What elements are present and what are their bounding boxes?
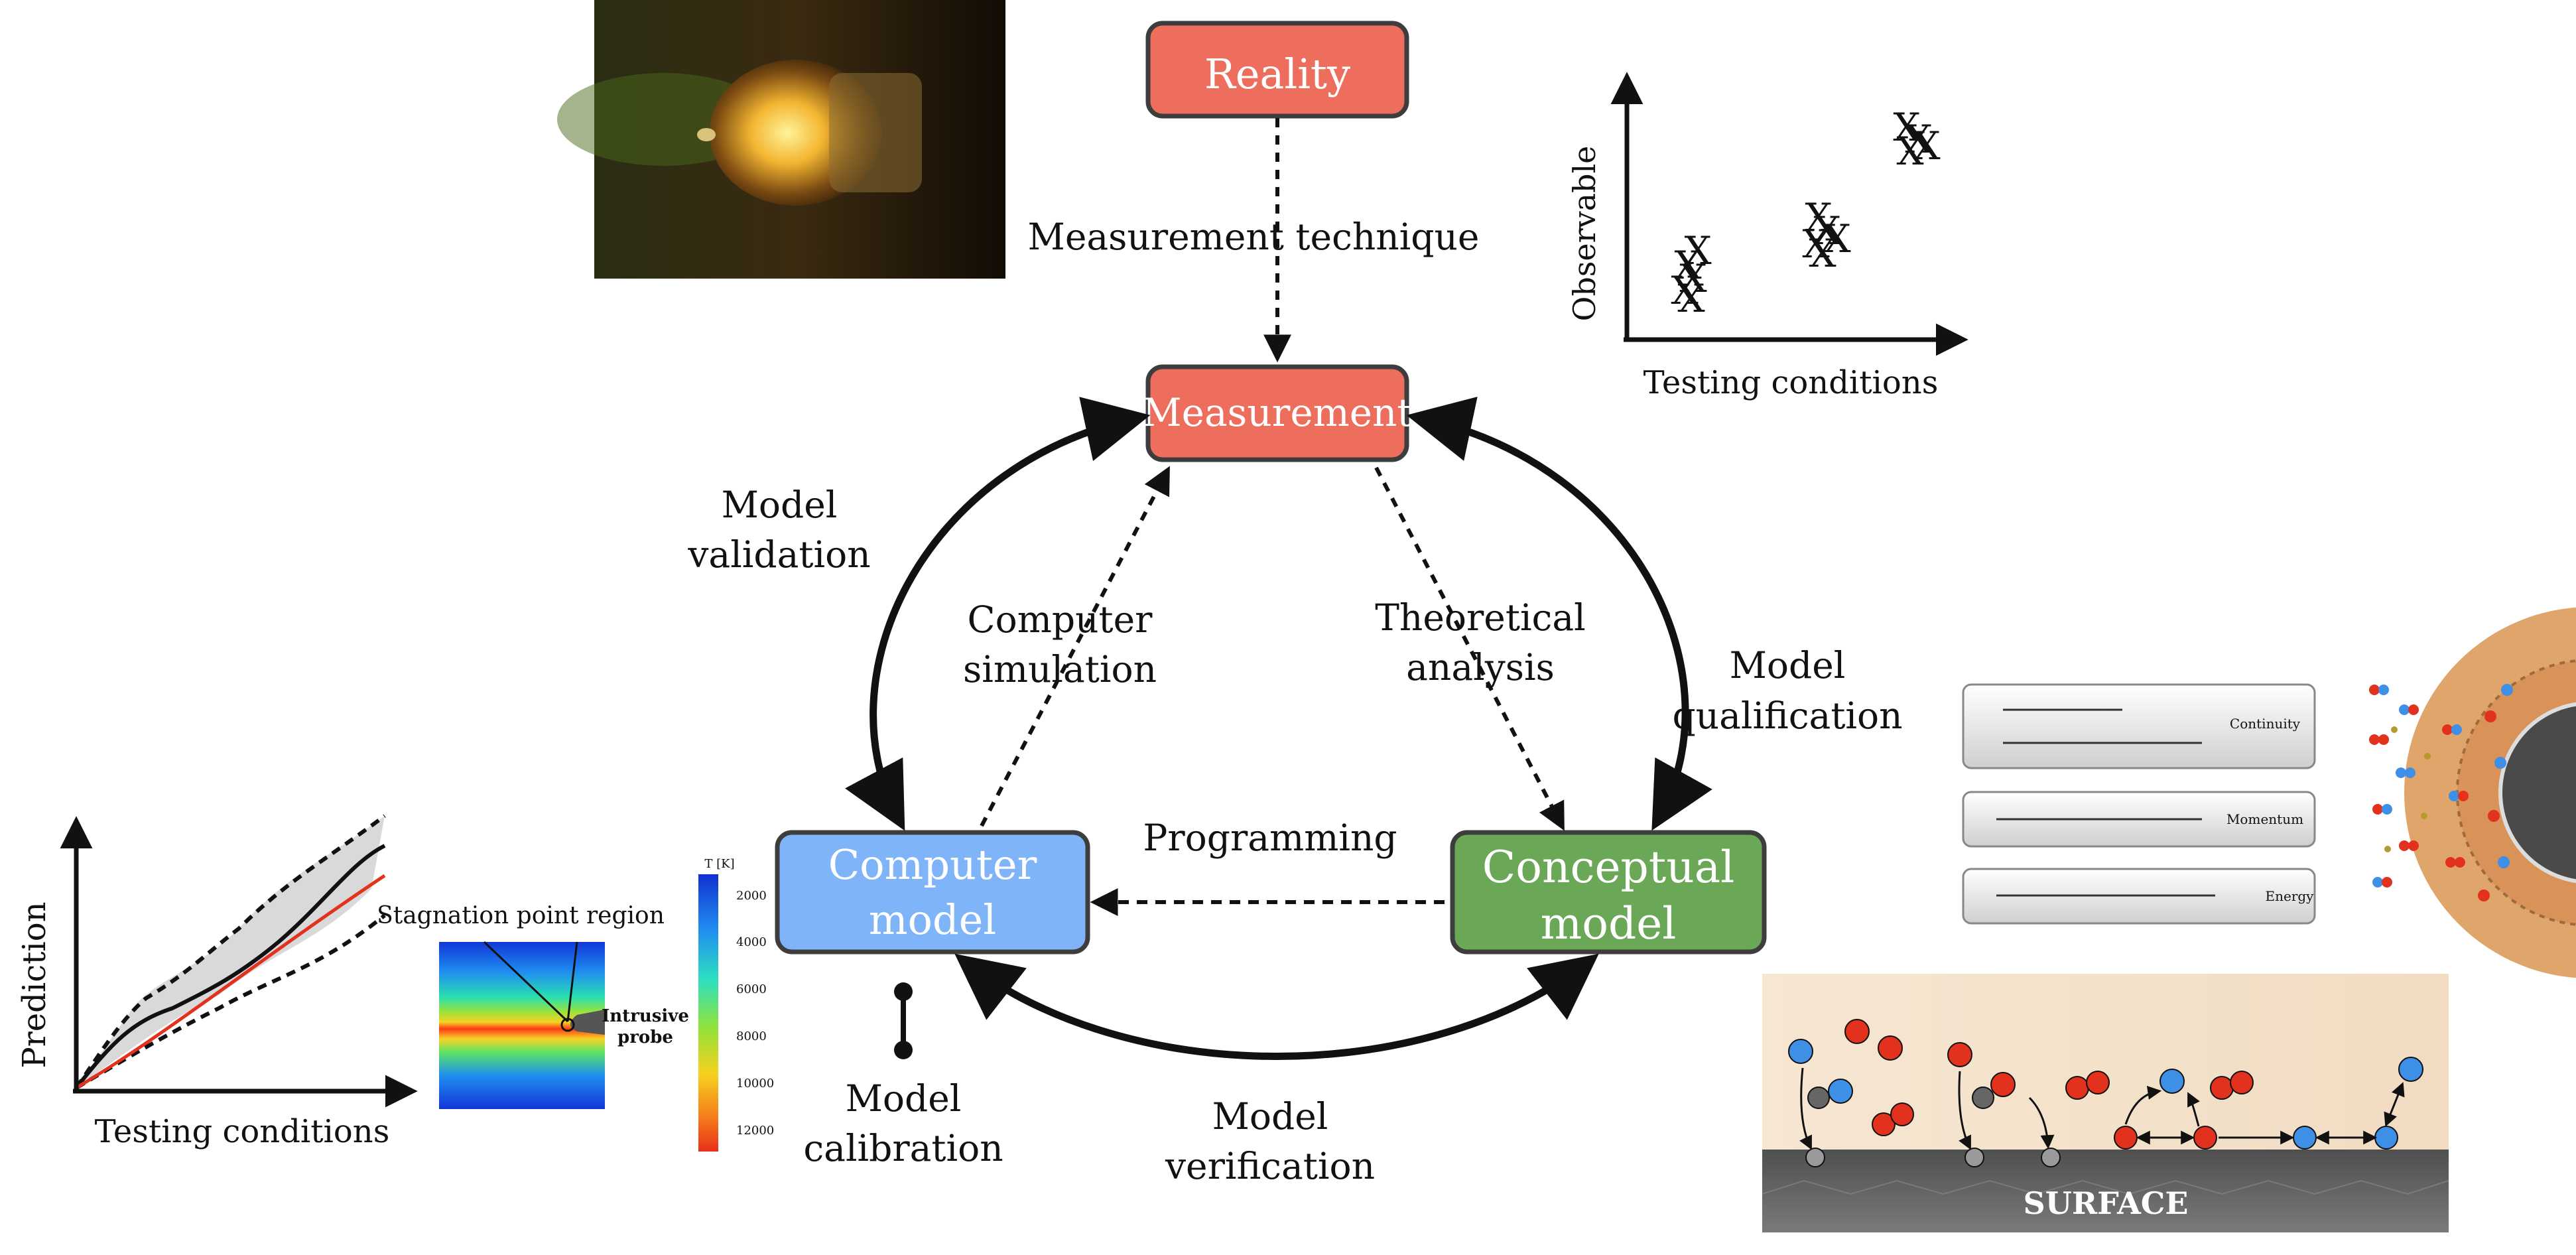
label-model-calibration-2: calibration [803,1127,1003,1169]
arrow-model-verification [954,953,1599,1060]
boundary-layer-illustration [2361,607,2576,978]
stagnation-region-label: Stagnation point region [377,902,665,929]
label-computer-simulation-2: simulation [963,648,1157,691]
prediction-x-label: Testing conditions [95,1113,390,1150]
label-theoretical-analysis-2: analysis [1406,646,1555,689]
computer-model-box: Computer model [775,830,1090,955]
marker: X [1823,216,1851,261]
intrusive-probe-label-1: Intrusive [602,1006,689,1026]
label-computer-simulation-1: Computer [968,598,1153,641]
prediction-plot: Prediction Testing conditions [16,814,418,1150]
colorbar-tick: 4000 [736,935,767,949]
surface-label: SURFACE [2024,1185,2189,1221]
surface-chemistry-panel: SURFACE [1762,974,2449,1232]
observable-plot: Observable Testing conditions X X X X X … [1567,72,1968,401]
colorbar-tick: 8000 [736,1029,767,1043]
intrusive-probe-label-2: probe [617,1027,673,1047]
plasma-jet-photo [557,0,1005,279]
connectors [845,118,1712,1060]
colorbar-tick: 2000 [736,889,767,903]
marker: X [1684,228,1712,273]
gas-molecules [2369,684,2513,901]
reference-line [75,874,386,1090]
marker: X [1677,276,1705,321]
conceptual-model-label-2: model [1541,898,1677,949]
observable-markers: X X X X X X X X X X X X X X [1671,105,1941,321]
continuity-formula-glyph [2003,708,2202,744]
label-model-qualification-1: Model [1730,644,1846,687]
arrow-model-qualification [1406,397,1712,831]
label-model-validation-2: validation [687,533,870,576]
temperature-map: Stagnation point region Intrusive probe [377,902,689,1109]
marker: X [1671,268,1699,313]
lower-bound-line [75,913,386,1090]
surface-atoms [1805,1126,2398,1167]
colorbar-title: T [K] [704,857,734,871]
momentum-equation: Momentum [1962,791,2316,848]
label-model-verification-2: verification [1165,1145,1375,1187]
label-theoretical-analysis-1: Theoretical [1375,596,1586,639]
governing-equations: Continuity Momentum Energy [1962,683,2316,925]
marker: X [1896,129,1924,174]
label-model-qualification-2: qualification [1672,694,1902,737]
arrow-model-validation [845,397,1151,831]
temperature-colorbar: T [K] 2000 4000 6000 8000 10000 12000 [698,857,774,1152]
label-model-validation-1: Model [722,484,838,526]
prediction-axis-label: Prediction [16,901,53,1068]
colorbar-tick: 12000 [736,1124,774,1138]
label-measurement-technique: Measurement technique [1028,216,1480,258]
continuity-equation: Continuity [1962,683,2316,769]
colorbar-tick: 6000 [736,982,767,996]
computer-model-label-1: Computer [828,840,1037,889]
mean-prediction-line [74,844,386,1089]
edge-labels: Measurement technique Model validation C… [687,216,1902,1187]
uncertainty-band [76,816,385,1088]
measurement-label: Measurement [1142,390,1412,435]
calibration-marker [894,982,913,1059]
measurement-box: Measurement [1142,364,1413,462]
marker: X [1802,222,1830,267]
conceptual-model-label-1: Conceptual [1482,842,1735,893]
observable-x-label: Testing conditions [1643,364,1939,401]
reality-label: Reality [1204,50,1350,98]
marker: X [1913,123,1941,168]
computer-model-label-2: model [869,895,996,944]
marker: X [1805,195,1833,240]
marker: X [1893,105,1921,150]
label-programming: Programming [1143,817,1397,859]
label-model-verification-1: Model [1212,1095,1328,1138]
gas-phase-atoms [1788,1019,2423,1136]
marker: X [1679,256,1707,301]
energy-label: Energy [2266,888,2315,904]
conceptual-model-box: Conceptual model [1450,830,1767,955]
continuity-label: Continuity [2230,716,2301,732]
marker: X [1813,208,1841,253]
observable-axis-label: Observable [1567,146,1602,322]
label-model-calibration-1: Model [846,1077,962,1120]
reaction-arrows [1799,1067,2405,1150]
momentum-label: Momentum [2226,811,2303,827]
marker: X [1905,117,1933,162]
colorbar-tick: 10000 [736,1077,774,1090]
reality-box: Reality [1145,21,1409,119]
marker: X [1809,231,1836,276]
energy-equation: Energy [1962,868,2316,925]
marker: X [1674,243,1702,288]
